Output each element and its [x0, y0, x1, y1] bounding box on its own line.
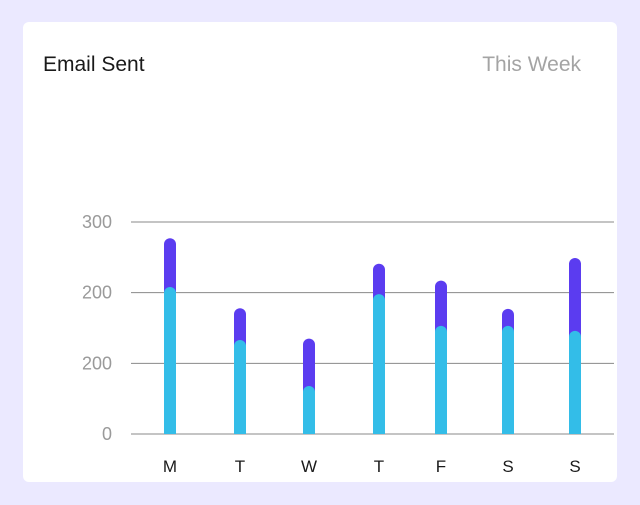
- bar-segment-bottom: [569, 330, 581, 434]
- y-tick-label: 0: [102, 424, 112, 444]
- bars: [164, 238, 581, 434]
- bar-segment-bottom: [234, 340, 246, 434]
- x-category-label: S: [502, 457, 513, 476]
- bar-segment-bottom: [373, 294, 385, 434]
- card-title: Email Sent: [43, 53, 145, 76]
- x-category-label: T: [374, 457, 384, 476]
- y-tick-label: 300: [82, 212, 112, 232]
- gridlines: [131, 221, 614, 435]
- bar-segment-bottom: [303, 385, 315, 434]
- period-selector[interactable]: This Week: [482, 53, 581, 76]
- x-category-label: F: [436, 457, 446, 476]
- x-category-label: W: [301, 457, 317, 476]
- x-category-label: T: [235, 457, 245, 476]
- chart-card: Email Sent This Week: [23, 22, 617, 482]
- y-axis-tick-labels: 0 200 200 300: [82, 212, 112, 444]
- y-tick-label: 200: [82, 353, 112, 373]
- bar-segment-bottom: [164, 287, 176, 434]
- x-category-label: M: [163, 457, 177, 476]
- x-category-label: S: [569, 457, 580, 476]
- y-tick-label: 200: [82, 283, 112, 303]
- bar-segment-bottom: [435, 325, 447, 434]
- bar-segment-bottom: [502, 325, 514, 434]
